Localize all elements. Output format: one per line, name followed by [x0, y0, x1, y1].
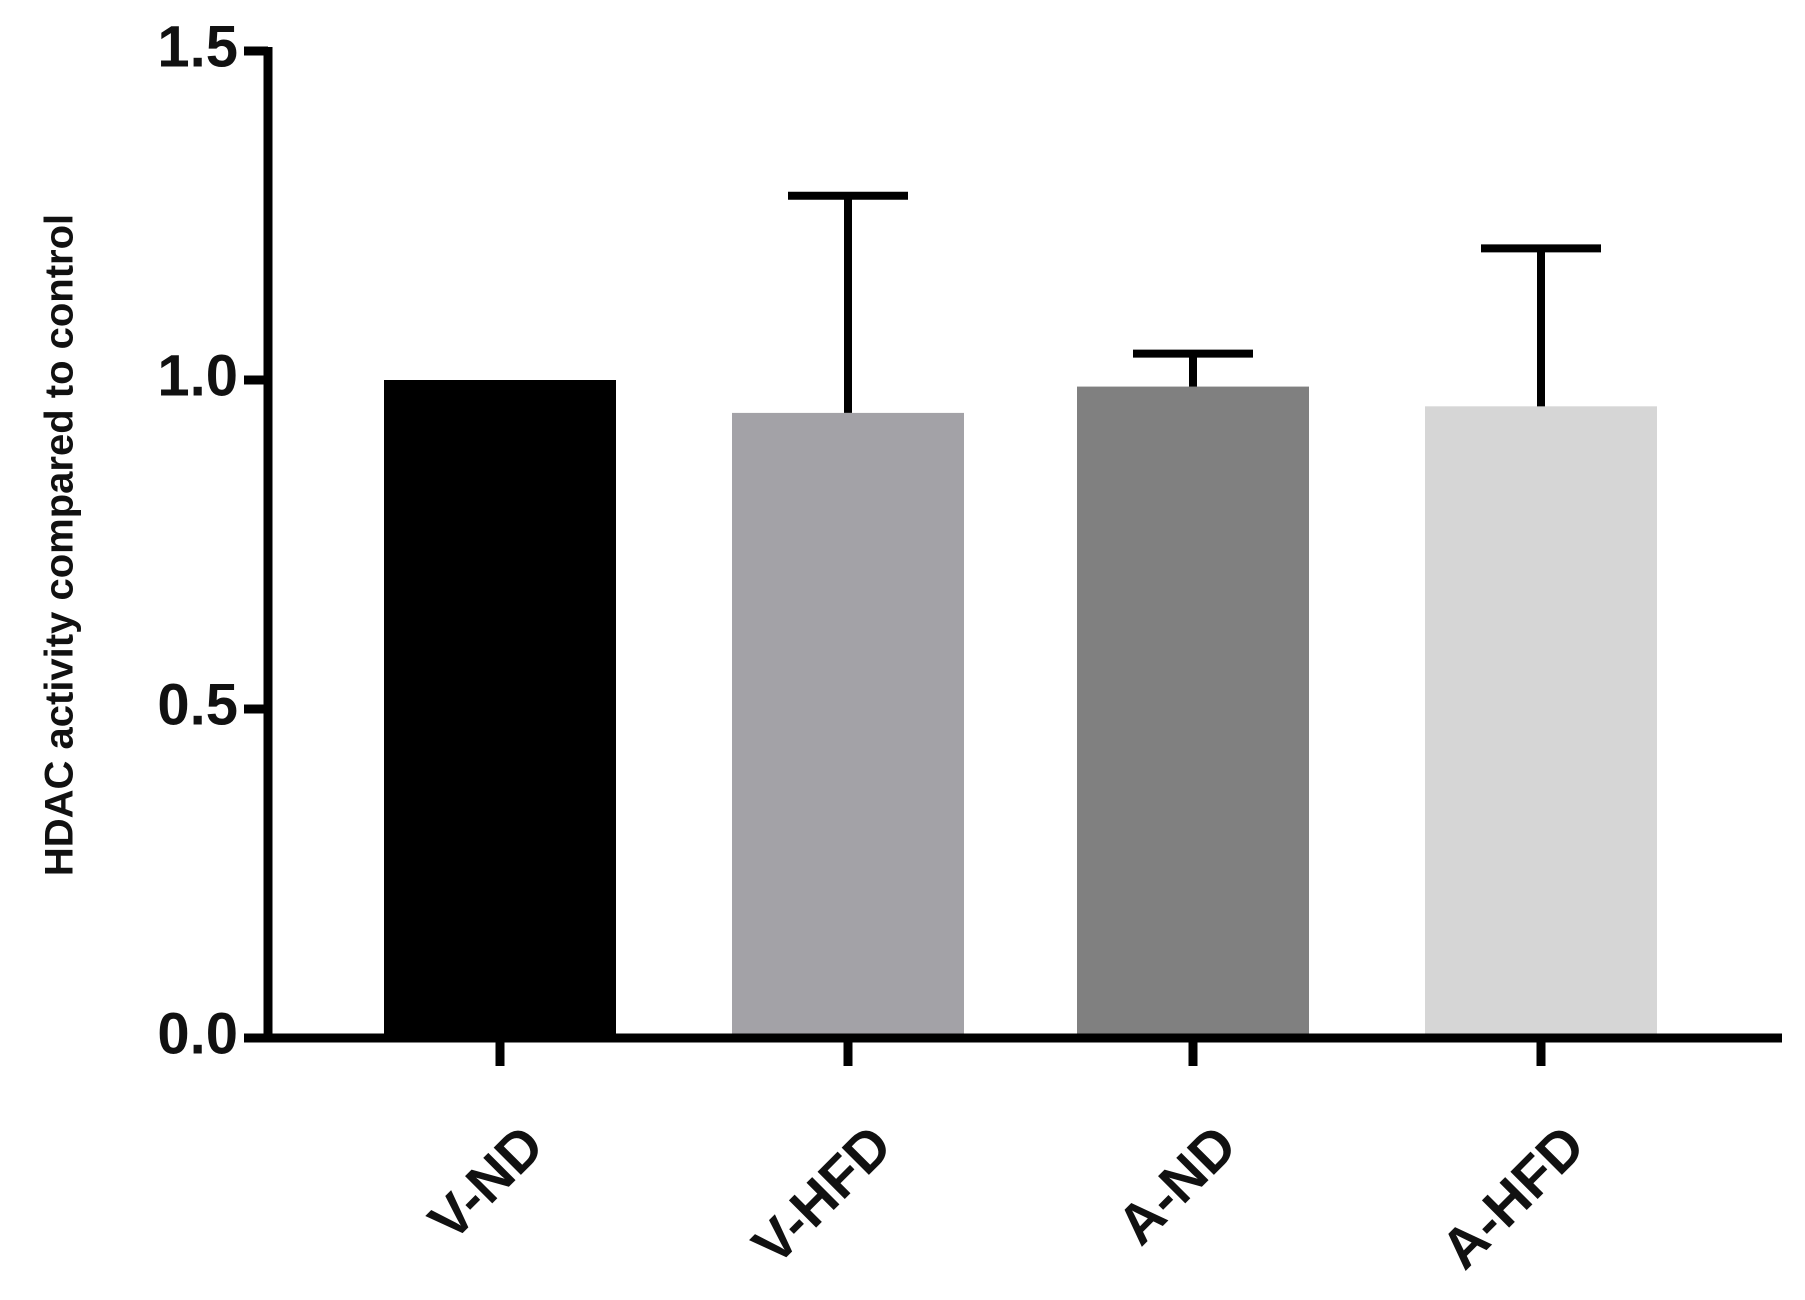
bar	[384, 380, 616, 1038]
bar	[1077, 386, 1309, 1039]
y-tick-label: 0.0	[157, 1001, 238, 1066]
x-tick-label: A-HFD	[1429, 1113, 1597, 1281]
error-bar	[1481, 244, 1601, 407]
x-tick-label: V-HFD	[740, 1113, 903, 1276]
error-bar	[788, 191, 908, 413]
x-tick-label: V-ND	[416, 1113, 555, 1252]
y-tick-label: 1.0	[157, 343, 238, 408]
bar	[732, 412, 964, 1038]
y-tick-label: 1.5	[157, 14, 238, 79]
x-tick-label: A-ND	[1105, 1113, 1249, 1257]
y-tick-label: 0.5	[157, 672, 238, 737]
y-axis-label: HDAC activity compared to control	[38, 214, 82, 876]
bar	[1425, 406, 1657, 1038]
error-bar	[1133, 349, 1253, 387]
